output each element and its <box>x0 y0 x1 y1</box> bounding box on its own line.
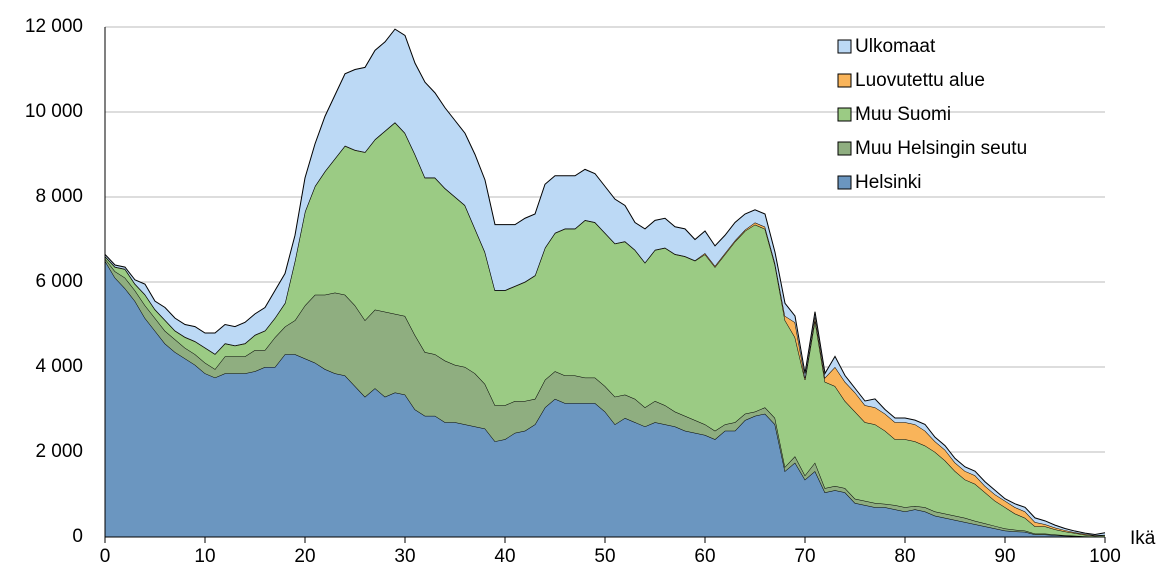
legend-swatch <box>837 141 852 156</box>
legend-swatch <box>837 107 852 122</box>
x-tick-label: 30 <box>394 546 415 567</box>
x-tick-label: 100 <box>1089 546 1121 567</box>
x-tick-label: 90 <box>994 546 1015 567</box>
y-tick-label: 4 000 <box>35 356 83 377</box>
y-tick-label: 2 000 <box>35 441 83 462</box>
legend-swatch <box>837 175 852 190</box>
y-tick-label: 6 000 <box>35 271 83 292</box>
area <box>105 260 1105 537</box>
legend-label: Helsinki <box>855 172 922 193</box>
y-tick-label: 8 000 <box>35 186 83 207</box>
legend-swatch <box>837 39 852 54</box>
x-tick-label: 50 <box>594 546 615 567</box>
y-tick-label: 0 <box>72 526 83 547</box>
area <box>105 258 1105 537</box>
y-tick-label: 10 000 <box>25 101 83 122</box>
legend-label: Muu Suomi <box>855 104 951 125</box>
legend-swatch <box>837 73 852 88</box>
legend-label: Ulkomaat <box>855 36 936 57</box>
area-outline <box>104 28 1106 535</box>
x-tick-label: 0 <box>100 546 111 567</box>
x-tick-label: 70 <box>794 546 815 567</box>
x-axis-label: Ikä <box>1130 528 1156 549</box>
x-tick-label: 20 <box>294 546 315 567</box>
area <box>105 122 1105 537</box>
x-tick-label: 10 <box>194 546 215 567</box>
x-tick-label: 80 <box>894 546 915 567</box>
x-tick-label: 60 <box>694 546 715 567</box>
legend-label: Luovutettu alue <box>855 70 985 91</box>
legend-label: Muu Helsingin seutu <box>855 138 1027 159</box>
y-tick-label: 12 000 <box>25 16 83 37</box>
x-tick-label: 40 <box>494 546 515 567</box>
